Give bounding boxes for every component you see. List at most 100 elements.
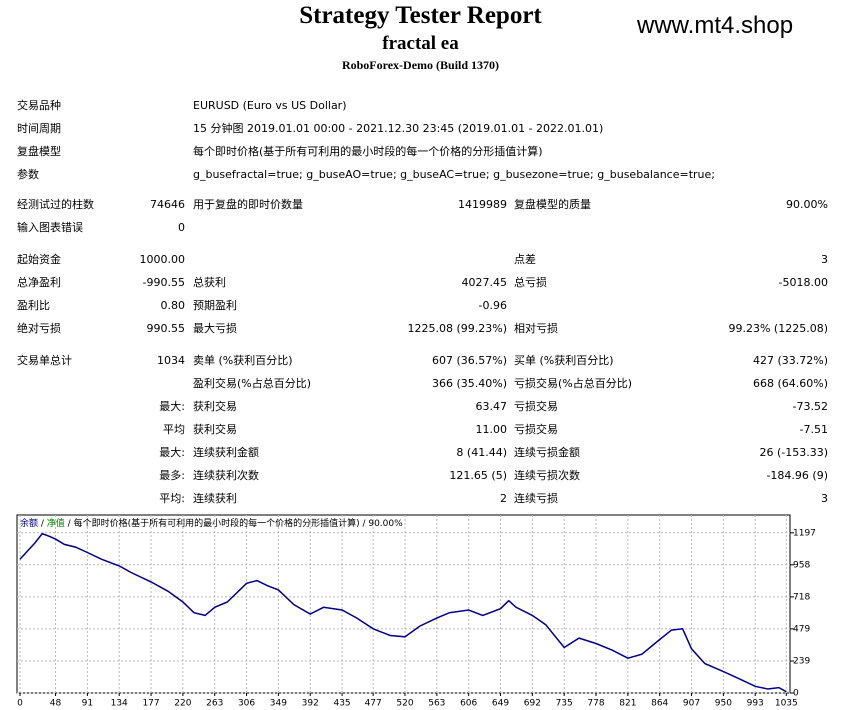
x-tick-label: 950: [715, 699, 732, 709]
stat-value: 11.00: [475, 423, 508, 436]
stat-value: 2: [500, 492, 507, 505]
stat-value: -5018.00: [778, 276, 828, 289]
stat-label: 预期盈利: [193, 299, 237, 312]
info-value: 每个即时价格(基于所有可利用的最小时段的每一个价格的分形插值计算): [193, 145, 543, 158]
x-tick-label: 864: [651, 699, 668, 709]
stat-value: 121.65 (5): [449, 469, 507, 482]
stat-value: 1000.00: [139, 253, 186, 266]
stat-label: 用于复盘的即时价数量: [193, 198, 303, 211]
legend-balance: 余额: [20, 517, 38, 529]
stat-label: 复盘模型的质量: [514, 198, 591, 211]
stat-value: 366 (35.40%): [431, 377, 507, 390]
y-tick-label: 1197: [793, 528, 816, 538]
info-value: 15 分钟图 2019.01.01 00:00 - 2021.12.30 23:…: [193, 122, 604, 135]
stat-value: 最大:: [159, 400, 185, 413]
stat-label: 亏损交易(%占总百分比): [514, 377, 633, 390]
stat-label: 相对亏损: [514, 322, 558, 335]
stat-label: 交易单总计: [17, 354, 72, 367]
stat-value: -0.96: [478, 299, 507, 312]
info-label: 参数: [17, 168, 39, 181]
stat-value: 1419989: [458, 198, 507, 211]
stat-label: 盈利比: [17, 299, 50, 312]
stat-label: 连续获利次数: [193, 469, 259, 482]
x-tick-label: 692: [524, 699, 541, 709]
stat-label: 连续亏损金额: [514, 446, 580, 459]
stat-label: 盈利交易(%占总百分比): [193, 377, 312, 390]
stat-value: -990.55: [142, 276, 185, 289]
stat-value: -7.51: [799, 423, 828, 436]
server-name: RoboForex-Demo (Build 1370): [341, 58, 500, 72]
stat-label: 连续获利金额: [193, 446, 259, 459]
stat-value: -184.96 (9): [766, 469, 828, 482]
stat-value: 最多:: [159, 469, 185, 482]
x-tick-label: 0: [17, 699, 23, 709]
stat-label: 连续获利: [193, 492, 237, 505]
x-tick-label: 520: [396, 699, 413, 709]
stat-value: 427 (33.72%): [752, 354, 828, 367]
stat-label: 亏损交易: [514, 400, 558, 413]
x-tick-label: 263: [206, 699, 223, 709]
balance-line: [19, 532, 787, 693]
stat-value: 74646: [150, 198, 185, 211]
x-tick-label: 563: [428, 699, 445, 709]
stat-value: 平均:: [159, 492, 185, 505]
info-value: EURUSD (Euro vs US Dollar): [193, 99, 347, 112]
stat-value: 3: [821, 492, 828, 505]
stat-value: 3: [821, 253, 828, 266]
y-tick-label: 718: [793, 592, 810, 602]
stat-value: 最大:: [159, 446, 185, 459]
info-label: 交易品种: [17, 99, 61, 112]
stat-value: 26 (-153.33): [759, 446, 828, 459]
chart-frame: [16, 514, 791, 694]
x-tick-label: 778: [587, 699, 604, 709]
stat-label: 买单 (%获利百分比): [514, 354, 614, 367]
stat-value: 0.80: [160, 299, 186, 312]
x-tick-label: 48: [50, 699, 62, 709]
stat-value: -73.52: [792, 400, 828, 413]
stat-label: 最大亏损: [193, 322, 237, 335]
stat-value: 99.23% (1225.08): [728, 322, 828, 335]
x-tick-label: 134: [111, 699, 128, 709]
legend-separator: /: [65, 519, 74, 529]
stat-label: 卖单 (%获利百分比): [193, 354, 293, 367]
info-label: 时间周期: [17, 122, 61, 135]
watermark: www.mt4.shop: [637, 12, 794, 39]
stat-value: 63.47: [475, 400, 508, 413]
stat-value: 4027.45: [461, 276, 508, 289]
x-tick-label: 606: [460, 699, 477, 709]
stat-label: 总亏损: [514, 276, 547, 289]
y-tick-label: 479: [793, 624, 810, 634]
stat-label: 连续亏损次数: [514, 469, 580, 482]
x-tick-label: 907: [683, 699, 700, 709]
stat-value: 668 (64.60%): [752, 377, 828, 390]
y-tick-label: 0: [793, 689, 799, 699]
chart-legend: 余额 / 净值 / 每个即时价格(基于所有可利用的最小时段的每一个价格的分形插值…: [20, 517, 403, 529]
stat-value: 0: [178, 221, 185, 234]
stat-label: 经测试过的柱数: [17, 198, 94, 211]
legend-equity: 净值: [47, 517, 65, 529]
stat-label: 起始资金: [17, 253, 61, 266]
x-tick-label: 993: [747, 699, 764, 709]
x-tick-label: 477: [365, 699, 382, 709]
stat-value: 990.55: [146, 322, 186, 335]
stat-label: 总净盈利: [17, 276, 61, 289]
report-title: Strategy Tester Report: [299, 2, 542, 29]
y-tick-label: 958: [793, 560, 810, 570]
x-tick-label: 91: [82, 699, 93, 709]
stat-label: 输入图表错误: [17, 221, 83, 234]
stat-label: 获利交易: [193, 400, 237, 413]
x-tick-label: 649: [492, 699, 509, 709]
x-tick-label: 177: [142, 699, 159, 709]
stat-value: 平均: [163, 423, 185, 436]
y-tick-label: 239: [793, 657, 810, 667]
legend-separator: /: [360, 519, 369, 529]
info-value: g_busefractal=true; g_buseAO=true; g_bus…: [193, 168, 715, 181]
x-tick-label: 1035: [775, 699, 798, 709]
x-tick-label: 735: [556, 699, 573, 709]
ea-name: fractal ea: [382, 33, 459, 54]
stat-label: 绝对亏损: [17, 322, 61, 335]
stat-value: 90.00%: [786, 198, 828, 211]
legend-quality: 90.00%: [368, 519, 403, 529]
x-tick-label: 220: [174, 699, 191, 709]
